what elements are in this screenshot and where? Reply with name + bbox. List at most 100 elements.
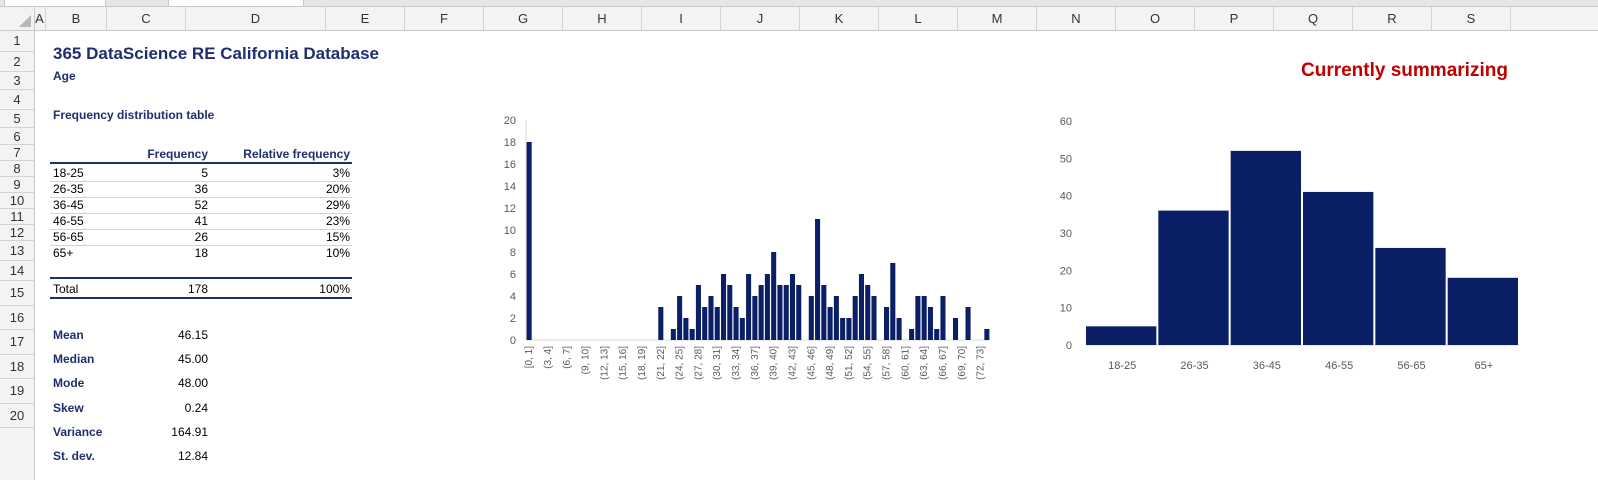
hist-bar[interactable] <box>739 318 745 340</box>
hist-bar[interactable] <box>783 285 789 340</box>
column-header-q[interactable]: Q <box>1274 7 1353 30</box>
stat-label[interactable]: Mean <box>53 328 84 342</box>
sheet-tab[interactable] <box>168 0 304 7</box>
hist-bar[interactable] <box>940 296 946 340</box>
hist-bar[interactable] <box>852 296 858 340</box>
hist-bar[interactable] <box>909 329 915 340</box>
hist-bar[interactable] <box>683 318 689 340</box>
age-group-bar-chart[interactable]: 0 10 20 30 40 50 60 18-25 26-35 36-45 46-55 56-65 65… <box>1040 108 1540 388</box>
bar-65+[interactable] <box>1447 277 1518 345</box>
table-frequency-cell[interactable]: 52 <box>194 198 208 212</box>
hist-bar[interactable] <box>796 285 802 340</box>
column-header-g[interactable]: G <box>484 7 563 30</box>
stat-label[interactable]: Skew <box>53 401 84 415</box>
row-header-12[interactable]: 12 <box>0 225 34 241</box>
row-header-1[interactable]: 1 <box>0 31 34 52</box>
hist-bar[interactable] <box>927 307 933 340</box>
column-header-l[interactable]: L <box>879 7 958 30</box>
row-header-19[interactable]: 19 <box>0 379 34 404</box>
row-header-20[interactable]: 20 <box>0 404 34 428</box>
hist-bar[interactable] <box>720 274 727 340</box>
select-all-corner[interactable] <box>0 7 35 30</box>
hist-bar[interactable] <box>952 318 959 340</box>
hist-bar[interactable] <box>689 329 695 340</box>
currently-summarizing-label[interactable]: Currently summarizing <box>1301 60 1508 81</box>
sheet-subtitle[interactable]: Age <box>53 69 76 83</box>
hist-bar[interactable] <box>821 285 827 340</box>
stat-value[interactable]: 0.24 <box>184 401 208 415</box>
column-header-a[interactable]: A <box>34 7 46 30</box>
stat-value[interactable]: 45.00 <box>177 352 208 366</box>
row-header-15[interactable]: 15 <box>0 281 34 306</box>
hist-bar[interactable] <box>815 219 821 340</box>
hist-bar[interactable] <box>764 274 770 340</box>
table-frequency-cell[interactable]: 41 <box>194 214 208 228</box>
hist-bar[interactable] <box>865 285 871 340</box>
row-header-13[interactable]: 13 <box>0 241 34 261</box>
hist-bar[interactable] <box>702 307 708 340</box>
sheet-title[interactable]: 365 DataScience RE California Database <box>53 44 379 63</box>
total-relative[interactable]: 100% <box>319 282 350 296</box>
column-header-b[interactable]: B <box>46 7 107 30</box>
row-header-7[interactable]: 7 <box>0 145 34 161</box>
bar-36-45[interactable] <box>1230 150 1301 345</box>
column-header-d[interactable]: D <box>186 7 326 30</box>
hist-bar[interactable] <box>884 307 890 340</box>
stat-label[interactable]: St. dev. <box>53 449 95 463</box>
row-header-11[interactable]: 11 <box>0 209 34 225</box>
hist-bar[interactable] <box>777 285 783 340</box>
hist-bar[interactable] <box>746 274 752 340</box>
row-header-18[interactable]: 18 <box>0 355 34 379</box>
hist-bar[interactable] <box>896 318 902 340</box>
stat-value[interactable]: 12.84 <box>177 449 208 463</box>
hist-bar[interactable] <box>677 296 683 340</box>
hist-bar[interactable] <box>915 296 921 340</box>
stat-label[interactable]: Variance <box>53 425 103 439</box>
hist-bar[interactable] <box>833 296 839 340</box>
stat-label[interactable]: Mode <box>53 376 85 390</box>
hist-bar[interactable] <box>758 285 764 340</box>
stat-value[interactable]: 48.00 <box>177 376 208 390</box>
hist-bar[interactable] <box>846 318 852 340</box>
bar-26-35[interactable] <box>1158 210 1229 345</box>
table-frequency-cell[interactable]: 5 <box>201 166 208 180</box>
hist-bar[interactable] <box>840 318 846 340</box>
header-frequency[interactable]: Frequency <box>147 147 208 161</box>
hist-bar[interactable] <box>934 329 940 340</box>
hist-bar[interactable] <box>733 307 739 340</box>
column-header-o[interactable]: O <box>1116 7 1195 30</box>
table-range-cell[interactable]: 56-65 <box>53 230 84 244</box>
table-range-cell[interactable]: 46-55 <box>53 214 84 228</box>
table-frequency-cell[interactable]: 26 <box>194 230 208 244</box>
table-relative-cell[interactable]: 10% <box>325 246 350 260</box>
sheet-tab[interactable] <box>4 0 106 7</box>
table-frequency-cell[interactable]: 18 <box>194 246 208 260</box>
row-header-10[interactable]: 10 <box>0 193 34 209</box>
row-header-6[interactable]: 6 <box>0 128 34 145</box>
column-header-i[interactable]: I <box>642 7 721 30</box>
table-relative-cell[interactable]: 3% <box>332 166 350 180</box>
column-header-e[interactable]: E <box>326 7 405 30</box>
stat-value[interactable]: 164.91 <box>171 425 208 439</box>
hist-bar[interactable] <box>789 274 796 340</box>
table-relative-cell[interactable]: 20% <box>325 182 350 196</box>
hist-bar[interactable] <box>921 296 927 340</box>
row-header-17[interactable]: 17 <box>0 330 34 355</box>
stat-label[interactable]: Median <box>53 352 95 366</box>
hist-bar[interactable] <box>984 329 990 340</box>
row-header-14[interactable]: 14 <box>0 261 34 281</box>
hist-bar[interactable] <box>695 285 701 340</box>
column-header-p[interactable]: P <box>1195 7 1274 30</box>
column-header-h[interactable]: H <box>563 7 642 30</box>
table-relative-cell[interactable]: 15% <box>325 230 350 244</box>
hist-bar[interactable] <box>965 307 971 340</box>
hist-bar[interactable] <box>771 252 777 340</box>
column-header-r[interactable]: R <box>1353 7 1432 30</box>
hist-bar[interactable] <box>526 142 532 340</box>
stat-value[interactable]: 46.15 <box>177 328 208 342</box>
bar-56-65[interactable] <box>1375 247 1446 345</box>
hist-bar[interactable] <box>890 263 896 340</box>
table-range-cell[interactable]: 36-45 <box>53 198 84 212</box>
hist-bar[interactable] <box>670 329 676 340</box>
hist-bar[interactable] <box>658 307 664 340</box>
